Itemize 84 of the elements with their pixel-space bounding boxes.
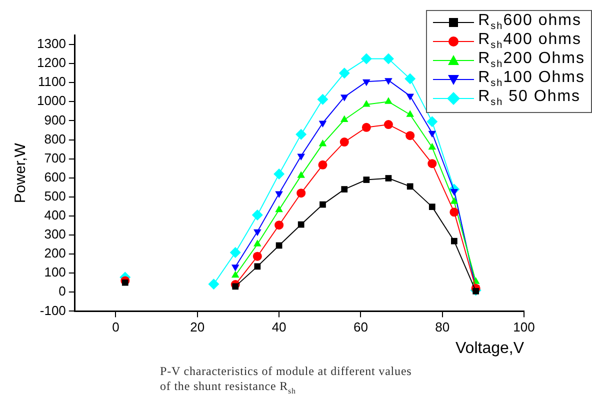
x-axis-title: Voltage,V: [456, 340, 524, 357]
y-tick-label: -100: [40, 302, 66, 318]
point: [254, 229, 262, 236]
point: [254, 240, 262, 246]
point: [428, 142, 436, 150]
x-tick-label: 40: [272, 320, 286, 335]
point: [428, 130, 436, 138]
point: [275, 191, 283, 198]
point: [208, 278, 220, 290]
legend-label: R$_{sh}$200 Ohms: [478, 50, 585, 71]
point: [338, 68, 350, 79]
point: [318, 139, 327, 146]
y-tick-label: 1100: [38, 74, 66, 90]
point: [385, 175, 392, 182]
point: [362, 122, 371, 132]
point: [298, 221, 304, 228]
legend-label: R$_{sh}$600 ohms: [478, 12, 582, 33]
point: [362, 79, 370, 86]
point: [451, 238, 458, 244]
point: [296, 188, 306, 198]
x-tick-label: 100: [513, 320, 535, 335]
y-tick-label: 900: [44, 112, 66, 128]
y-tick-label: 1300: [37, 36, 66, 52]
point: [318, 160, 328, 170]
y-tick-label: 500: [44, 188, 66, 204]
x-tick-label: 60: [353, 320, 368, 335]
point: [450, 208, 459, 217]
point: [362, 100, 370, 107]
point: [252, 210, 263, 221]
point: [360, 53, 372, 64]
point: [384, 97, 392, 104]
point: [232, 283, 239, 290]
point: [231, 270, 240, 278]
point: [404, 73, 416, 84]
y-tick-label: 800: [44, 131, 66, 146]
y-tick-label: 1200: [37, 55, 66, 70]
point: [254, 263, 261, 270]
y-tick-label: 0: [58, 284, 66, 299]
point: [122, 279, 128, 286]
y-axis-title: Power,W: [12, 142, 30, 204]
point: [450, 188, 458, 196]
point: [406, 183, 414, 190]
y-tick-label: 200: [44, 246, 66, 261]
point: [274, 220, 284, 230]
point: [382, 53, 394, 64]
y-tick-label: 400: [44, 208, 66, 223]
text: P-V characteristics of module at different values of the shunt resistance R$_{sh}$: [160, 364, 413, 398]
x-tick-label: 0: [112, 320, 120, 335]
point: [297, 171, 305, 178]
point: [252, 252, 262, 261]
point: [231, 264, 240, 272]
legend-label: R$_{sh}$100 Ohms: [478, 69, 585, 90]
point: [341, 186, 348, 192]
point: [406, 131, 415, 140]
point: [426, 116, 438, 128]
x-tick-label: 80: [435, 320, 450, 335]
legend-label: R$_{sh}$ 50 Ohms: [478, 88, 581, 109]
y-tick-label: 100: [44, 264, 66, 280]
point: [274, 168, 285, 180]
point: [384, 120, 393, 130]
point: [363, 176, 370, 183]
x-tick-label: 20: [190, 320, 205, 335]
point: [384, 78, 392, 85]
legend-label: R$_{sh}$400 ohms: [478, 31, 582, 52]
y-tick-label: 1000: [37, 93, 66, 108]
point: [296, 128, 307, 140]
point: [297, 154, 305, 160]
point: [406, 94, 414, 100]
y-tick-label: 300: [44, 226, 66, 242]
point: [472, 288, 480, 294]
point: [428, 159, 437, 168]
point: [230, 247, 241, 258]
point: [340, 115, 348, 122]
point: [317, 94, 328, 105]
point: [340, 138, 349, 147]
point: [318, 120, 327, 128]
point: [275, 205, 283, 212]
point: [428, 204, 436, 210]
point: [340, 94, 348, 102]
y-tick-label: 600: [44, 169, 66, 184]
point: [450, 197, 458, 204]
point: [406, 110, 414, 117]
y-tick-label: 700: [44, 150, 66, 166]
point: [320, 201, 326, 208]
